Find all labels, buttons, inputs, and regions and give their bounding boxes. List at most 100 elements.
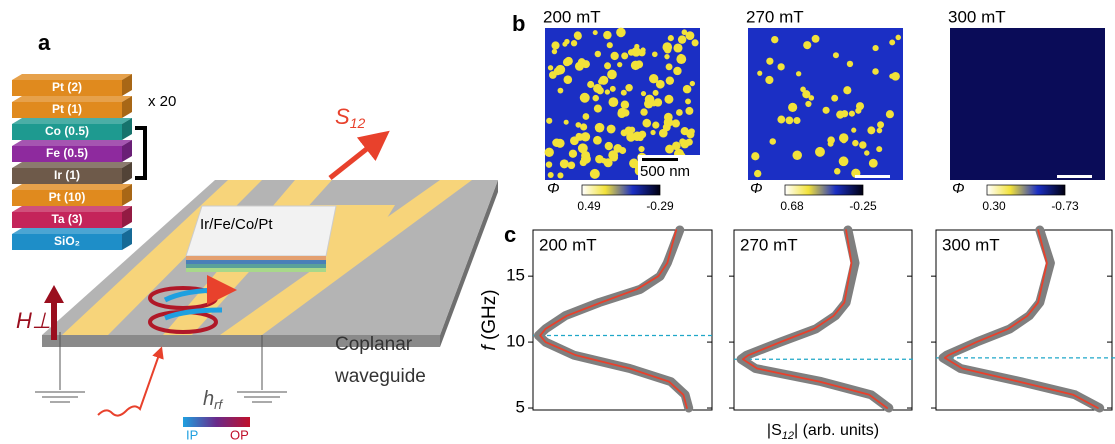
skyrmion <box>869 159 878 168</box>
skyrmion <box>769 138 776 145</box>
colorbar <box>785 185 863 195</box>
skyrmion <box>580 123 587 130</box>
colorbar-min: 0.49 <box>577 199 601 213</box>
skyrmion <box>595 123 605 133</box>
skyrmion <box>592 95 598 101</box>
skyrmion <box>621 52 628 59</box>
skyrmion <box>751 152 759 160</box>
skyrmion <box>649 74 658 83</box>
skyrmion <box>652 122 659 129</box>
skyrmion <box>621 90 627 96</box>
layer-label: Pt (2) <box>52 80 82 94</box>
skyrmion <box>596 87 603 94</box>
layer-label: Pt (10) <box>49 190 86 204</box>
skyrmion <box>859 141 866 148</box>
figure: a b c Pt (2)Pt (1)Co (0.5)Fe (0.5)Ir (1)… <box>0 0 1115 444</box>
skyrmion <box>548 65 553 70</box>
field-label: 300 mT <box>948 7 1006 26</box>
skyrmion <box>641 91 646 96</box>
s12-sub: 12 <box>350 115 366 131</box>
skyrmion <box>563 58 571 66</box>
skyrmion <box>664 95 673 104</box>
skyrmion <box>571 40 577 46</box>
layer-top <box>12 228 132 234</box>
skyrmion <box>582 60 590 68</box>
skyrmion <box>564 120 569 125</box>
skyrmion <box>793 117 800 124</box>
skyrmion <box>849 111 855 117</box>
skyrmion <box>548 172 554 178</box>
skyrmion <box>847 61 853 67</box>
skyrmion <box>564 75 573 84</box>
skyrmion <box>625 84 632 91</box>
skyrmion <box>545 148 554 157</box>
skyrmion <box>839 156 849 166</box>
skyrmion <box>843 86 851 94</box>
skyrmion <box>650 130 655 135</box>
skyrmion <box>568 162 576 170</box>
skyrmion <box>664 54 669 59</box>
skyrmion <box>587 81 594 88</box>
mfm-images: 200 mT500 nmΦ0.49-0.29270 mTΦ0.68-0.2530… <box>543 7 1105 213</box>
skyrmion <box>546 118 552 124</box>
skyrmion <box>640 47 645 52</box>
skyrmion <box>629 127 635 133</box>
x-axis-label-sub: 12 <box>782 430 794 442</box>
repeat-label: x 20 <box>148 93 176 110</box>
skyrmion <box>867 126 875 134</box>
skyrmion <box>668 35 674 41</box>
skyrmion <box>877 128 883 134</box>
skyrmion <box>831 95 838 102</box>
colorbar <box>582 185 660 195</box>
mfm-image <box>748 28 903 180</box>
skyrmion <box>796 71 801 76</box>
skyrmion <box>672 119 680 127</box>
skyrmion <box>891 72 900 81</box>
skyrmion <box>617 109 626 118</box>
y-axis-label: f (GHz) <box>479 289 500 350</box>
waveguide-label: waveguide <box>334 366 426 387</box>
skyrmion <box>841 138 846 143</box>
skyrmion <box>594 105 602 113</box>
scale-bar <box>642 158 678 161</box>
scale-bar <box>855 175 890 178</box>
colorbar-max: -0.73 <box>1051 199 1079 213</box>
chart-title: 300 mT <box>942 235 1000 254</box>
x-axis-label-pre: |S <box>767 422 782 439</box>
skyrmion <box>683 85 692 94</box>
skyrmion <box>611 52 619 60</box>
skyrmion <box>569 150 577 158</box>
skyrmion <box>685 98 691 104</box>
skyrmion <box>635 60 643 68</box>
skyrmion <box>803 41 811 49</box>
colorbar-symbol: Φ <box>952 180 965 197</box>
layer-label: Ta (3) <box>51 212 82 226</box>
skyrmion <box>834 168 840 174</box>
skyrmion <box>604 62 611 69</box>
skyrmion <box>682 29 688 35</box>
skyrmion <box>616 28 626 38</box>
skyrmion <box>552 49 557 54</box>
layer-label: Ir (1) <box>54 168 80 182</box>
skyrmion <box>549 71 557 79</box>
sample-label: Ir/Fe/Co/Pt <box>200 216 273 233</box>
skyrmion <box>886 110 894 118</box>
skyrmion <box>872 45 878 51</box>
layer-stack: Pt (2)Pt (1)Co (0.5)Fe (0.5)Ir (1)Pt (10… <box>12 74 132 250</box>
skyrmion <box>605 142 613 150</box>
skyrmion <box>628 49 635 56</box>
s12-label: S12 <box>335 104 365 131</box>
mfm-image <box>950 28 1105 180</box>
skyrmion <box>621 100 629 108</box>
skyrmion <box>580 93 590 103</box>
skyrmion <box>558 88 564 94</box>
panel-label: c <box>504 222 516 247</box>
skyrmion <box>607 125 616 134</box>
skyrmion <box>551 41 559 49</box>
layer-top <box>12 96 132 102</box>
skyrmion <box>642 119 651 128</box>
skyrmion <box>555 65 565 75</box>
skyrmion <box>570 136 579 145</box>
hrf-base: h <box>203 388 214 410</box>
